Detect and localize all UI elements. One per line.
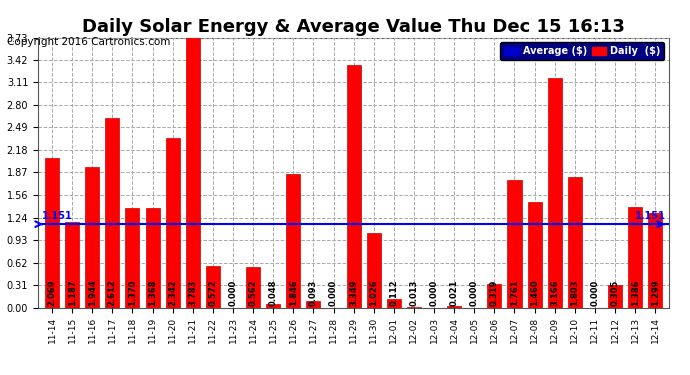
Text: 0.000: 0.000 bbox=[228, 280, 237, 306]
Bar bbox=[126, 209, 139, 308]
Bar bbox=[447, 306, 461, 308]
Legend: Average ($), Daily  ($): Average ($), Daily ($) bbox=[500, 42, 664, 60]
Bar bbox=[246, 267, 260, 308]
Text: 0.021: 0.021 bbox=[450, 279, 459, 306]
Text: 1.460: 1.460 bbox=[530, 279, 539, 306]
Bar bbox=[487, 284, 502, 308]
Bar bbox=[407, 306, 421, 308]
Bar bbox=[266, 304, 280, 307]
Bar bbox=[366, 233, 381, 308]
Text: 1.944: 1.944 bbox=[88, 279, 97, 306]
Bar bbox=[306, 301, 320, 307]
Bar bbox=[548, 78, 562, 308]
Text: 0.305: 0.305 bbox=[611, 280, 620, 306]
Text: 1.370: 1.370 bbox=[128, 280, 137, 306]
Text: 1.026: 1.026 bbox=[369, 279, 378, 306]
Text: 0.000: 0.000 bbox=[591, 280, 600, 306]
Text: 1.386: 1.386 bbox=[631, 279, 640, 306]
Bar bbox=[146, 209, 159, 308]
Text: 2.612: 2.612 bbox=[108, 279, 117, 306]
Bar bbox=[528, 202, 542, 308]
Text: 3.166: 3.166 bbox=[550, 279, 559, 306]
Bar bbox=[507, 180, 522, 308]
Text: 0.048: 0.048 bbox=[268, 280, 277, 306]
Text: 1.368: 1.368 bbox=[148, 279, 157, 306]
Text: 0.319: 0.319 bbox=[490, 280, 499, 306]
Text: 0.000: 0.000 bbox=[430, 280, 439, 306]
Bar bbox=[85, 167, 99, 308]
Bar bbox=[286, 174, 300, 308]
Text: 1.803: 1.803 bbox=[571, 280, 580, 306]
Text: 1.299: 1.299 bbox=[651, 279, 660, 306]
Text: 0.572: 0.572 bbox=[208, 279, 217, 306]
Bar bbox=[45, 158, 59, 308]
Title: Daily Solar Energy & Average Value Thu Dec 15 16:13: Daily Solar Energy & Average Value Thu D… bbox=[82, 18, 625, 36]
Bar bbox=[568, 177, 582, 308]
Text: 3.349: 3.349 bbox=[349, 280, 358, 306]
Text: 2.342: 2.342 bbox=[168, 279, 177, 306]
Text: 1.151: 1.151 bbox=[635, 211, 665, 221]
Text: 0.000: 0.000 bbox=[329, 280, 338, 306]
Bar bbox=[387, 299, 401, 307]
Text: 0.013: 0.013 bbox=[409, 280, 418, 306]
Text: 1.846: 1.846 bbox=[289, 279, 298, 306]
Text: 1.187: 1.187 bbox=[68, 279, 77, 306]
Text: 1.761: 1.761 bbox=[510, 279, 519, 306]
Bar bbox=[206, 266, 220, 308]
Text: Copyright 2016 Cartronics.com: Copyright 2016 Cartronics.com bbox=[7, 37, 170, 47]
Text: 0.000: 0.000 bbox=[470, 280, 479, 306]
Bar bbox=[106, 118, 119, 308]
Text: 0.112: 0.112 bbox=[389, 279, 398, 306]
Text: 3.783: 3.783 bbox=[188, 280, 197, 306]
Text: 1.151: 1.151 bbox=[42, 211, 72, 221]
Text: 2.069: 2.069 bbox=[48, 279, 57, 306]
Bar bbox=[346, 65, 361, 308]
Bar bbox=[186, 34, 200, 308]
Bar bbox=[65, 222, 79, 308]
Bar bbox=[608, 285, 622, 308]
Bar bbox=[628, 207, 642, 308]
Text: 0.093: 0.093 bbox=[309, 280, 318, 306]
Text: 0.562: 0.562 bbox=[248, 279, 257, 306]
Bar bbox=[166, 138, 179, 308]
Bar bbox=[648, 213, 662, 308]
